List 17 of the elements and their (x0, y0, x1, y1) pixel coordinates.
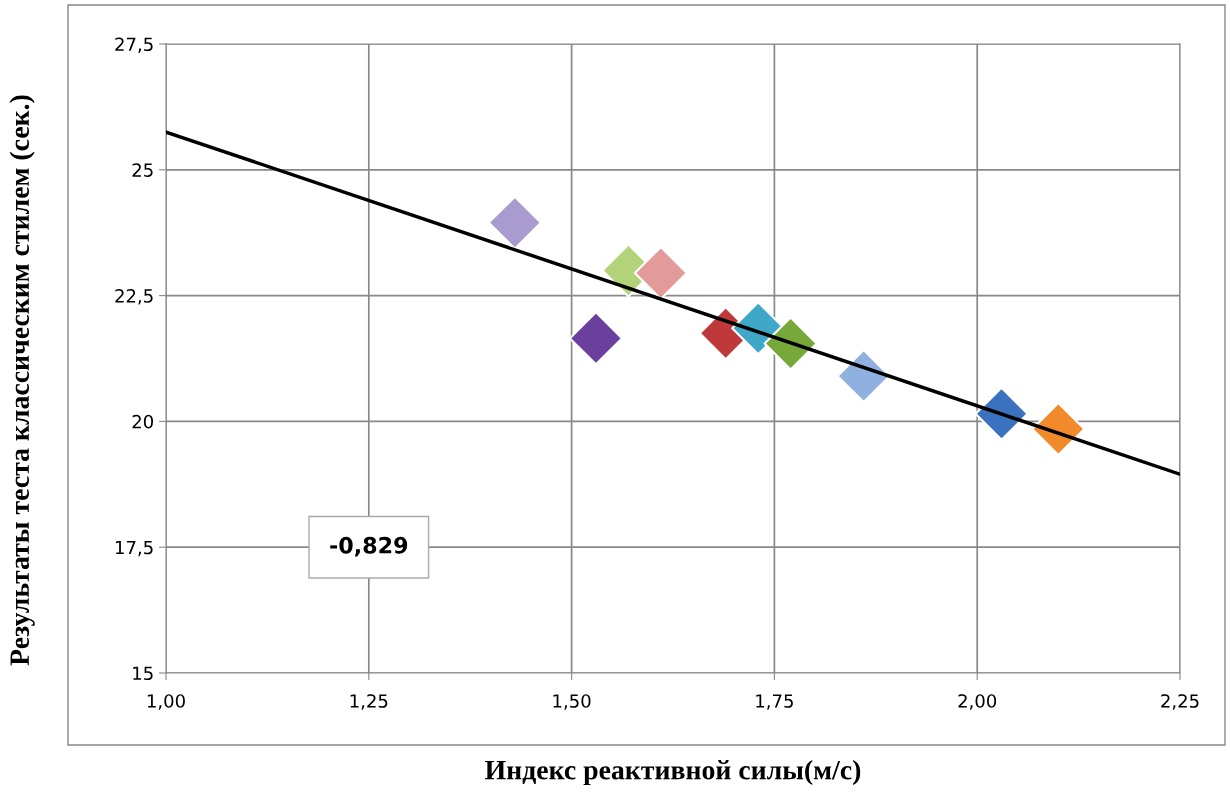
point (568, 311, 623, 366)
y-tick-label: 20 (132, 414, 153, 429)
x-tick-label: 1,00 (147, 694, 185, 710)
point (487, 195, 542, 250)
y-tick-label: 27,5 (115, 37, 153, 53)
x-tick-label: 2,00 (958, 694, 997, 710)
y-tick-label: 17,5 (115, 540, 153, 557)
annotation: -0,829 (330, 536, 408, 557)
x-axis-title: Индекс реактивной силы(м/с) (485, 759, 861, 786)
y-tick-label: 15 (133, 666, 153, 681)
y-tick-label: 22,5 (115, 289, 153, 305)
x-tick-label: 1,75 (756, 694, 793, 710)
x-tick-label: 1,25 (350, 694, 388, 710)
x-tick-label: 1,50 (553, 694, 591, 710)
y-axis-title: Результаты теста классическим стилем (сек.) (9, 95, 35, 666)
x-tick-label: 2,25 (1161, 694, 1199, 710)
y-tick-label: 25 (132, 163, 153, 177)
